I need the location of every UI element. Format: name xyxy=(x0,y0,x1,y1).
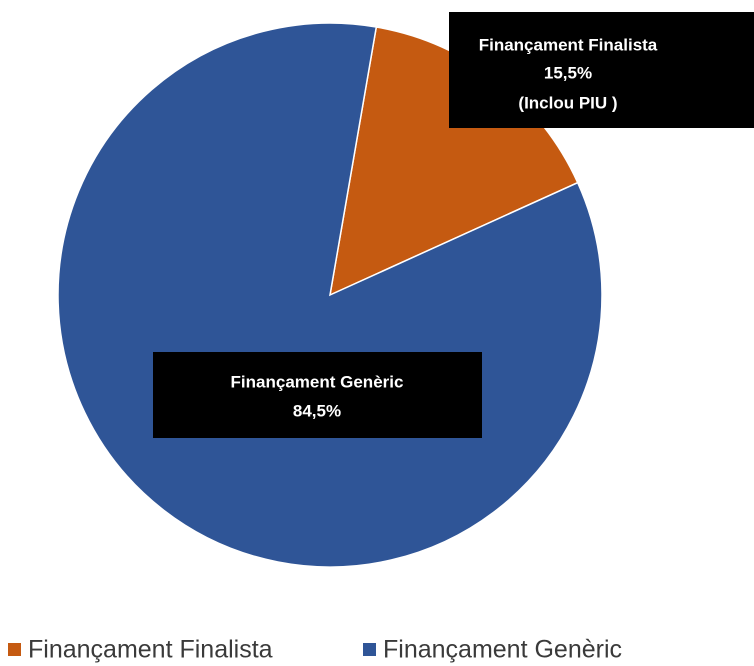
legend-swatch xyxy=(363,643,376,656)
legend-label: Finançament Finalista xyxy=(28,636,273,664)
data-label: (Inclou PIU ) xyxy=(518,93,617,112)
data-label: Finançament Genèric xyxy=(231,372,404,391)
legend-swatch xyxy=(8,643,21,656)
label-box xyxy=(153,352,482,438)
data-label: Finançament Finalista xyxy=(479,35,658,54)
legend-label: Finançament Genèric xyxy=(383,636,622,664)
data-label: 84,5% xyxy=(293,401,341,420)
data-label: 15,5% xyxy=(544,63,592,82)
label-box xyxy=(449,12,754,128)
